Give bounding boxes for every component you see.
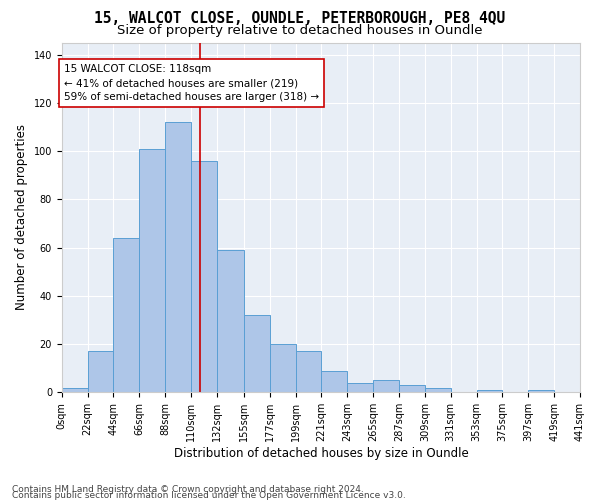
X-axis label: Distribution of detached houses by size in Oundle: Distribution of detached houses by size … [173, 447, 468, 460]
Bar [217, 250, 244, 392]
Bar [399, 385, 425, 392]
Bar [165, 122, 191, 392]
Bar [580, 388, 600, 392]
Bar [296, 352, 322, 393]
Bar [347, 382, 373, 392]
Text: 15, WALCOT CLOSE, OUNDLE, PETERBOROUGH, PE8 4QU: 15, WALCOT CLOSE, OUNDLE, PETERBOROUGH, … [94, 11, 506, 26]
Bar [139, 148, 165, 392]
Bar [528, 390, 554, 392]
Bar [62, 388, 88, 392]
Bar [322, 370, 347, 392]
Bar [425, 388, 451, 392]
Text: Contains public sector information licensed under the Open Government Licence v3: Contains public sector information licen… [12, 490, 406, 500]
Bar [244, 315, 270, 392]
Bar [88, 352, 113, 393]
Bar [476, 390, 502, 392]
Text: 15 WALCOT CLOSE: 118sqm
← 41% of detached houses are smaller (219)
59% of semi-d: 15 WALCOT CLOSE: 118sqm ← 41% of detache… [64, 64, 319, 102]
Y-axis label: Number of detached properties: Number of detached properties [15, 124, 28, 310]
Text: Contains HM Land Registry data © Crown copyright and database right 2024.: Contains HM Land Registry data © Crown c… [12, 484, 364, 494]
Text: Size of property relative to detached houses in Oundle: Size of property relative to detached ho… [117, 24, 483, 37]
Bar [191, 160, 217, 392]
Bar [113, 238, 139, 392]
Bar [373, 380, 399, 392]
Bar [270, 344, 296, 393]
